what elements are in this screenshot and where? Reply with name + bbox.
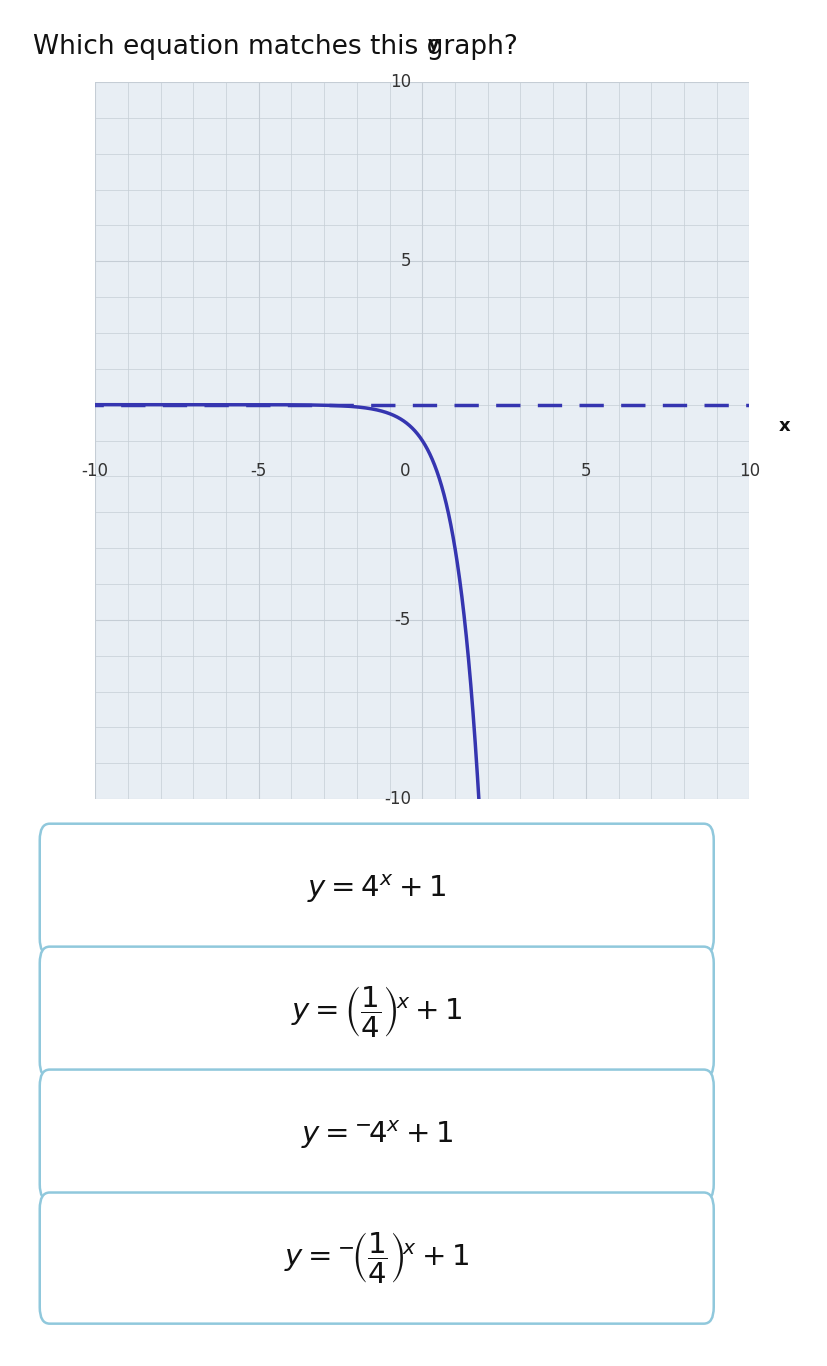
Text: $y = {}^{-}\!4^x + 1$: $y = {}^{-}\!4^x + 1$ — [300, 1119, 452, 1152]
Text: y: y — [428, 36, 439, 53]
Text: -10: -10 — [384, 790, 410, 809]
Text: Which equation matches this graph?: Which equation matches this graph? — [33, 34, 518, 60]
Text: 5: 5 — [399, 253, 410, 270]
Text: $y = 4^x + 1$: $y = 4^x + 1$ — [307, 873, 446, 906]
Text: -10: -10 — [82, 462, 108, 479]
Text: $y = {}^{-}\!\left(\dfrac{1}{4}\right)^{\!x} + 1$: $y = {}^{-}\!\left(\dfrac{1}{4}\right)^{… — [284, 1231, 469, 1285]
Text: x: x — [778, 417, 790, 436]
Text: 5: 5 — [580, 462, 590, 479]
Text: -5: -5 — [251, 462, 266, 479]
Text: 10: 10 — [738, 462, 759, 479]
Text: 10: 10 — [390, 72, 410, 92]
Text: $y = \left(\dfrac{1}{4}\right)^{\!x} + 1$: $y = \left(\dfrac{1}{4}\right)^{\!x} + 1… — [290, 985, 462, 1040]
Text: 0: 0 — [399, 462, 410, 479]
Text: -5: -5 — [394, 611, 410, 628]
